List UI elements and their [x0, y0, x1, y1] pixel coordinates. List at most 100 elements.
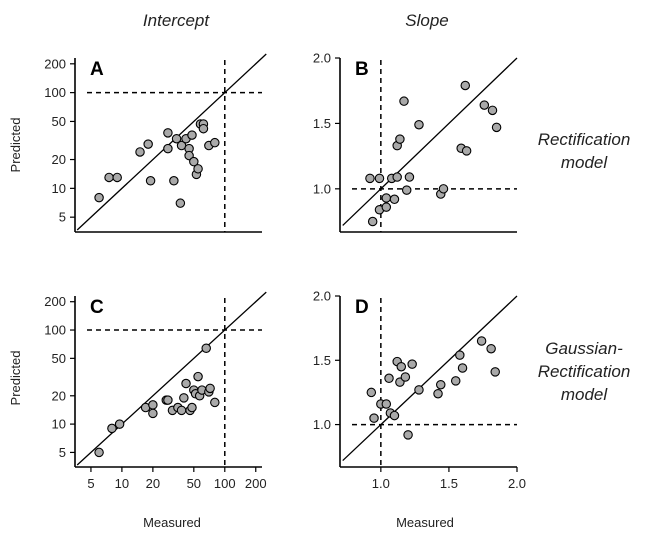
panel-c: 5 10 20 50 100 200 5 10 20 50 100 200 C	[44, 291, 267, 491]
data-point	[414, 119, 424, 130]
data-point	[476, 336, 487, 346]
data-point	[396, 361, 407, 372]
data-point	[198, 123, 209, 134]
row-label-rectification-model: model	[561, 153, 609, 172]
data-point	[436, 379, 446, 390]
data-point	[433, 388, 443, 399]
y-tick-label: 1.0	[313, 417, 331, 432]
x-tick-label: 20	[146, 476, 160, 491]
data-point	[384, 373, 394, 384]
column-title-intercept: Intercept	[143, 11, 210, 30]
y-tick-label: 10	[52, 417, 66, 432]
data-point	[184, 150, 194, 161]
data-point	[210, 397, 220, 408]
data-point	[407, 359, 417, 369]
data-point	[401, 185, 412, 195]
y-tick-label: 200	[44, 56, 66, 71]
x-tick-label: 2.0	[508, 476, 526, 491]
data-point	[169, 176, 179, 186]
x-tick-label: 1.0	[372, 476, 390, 491]
data-point	[94, 192, 104, 203]
data-point	[201, 343, 211, 354]
y-tick-label: 20	[52, 388, 66, 403]
column-title-slope: Slope	[405, 11, 448, 30]
y-tick-label: 1.5	[313, 116, 331, 131]
x-tick-label: 200	[245, 476, 267, 491]
data-point	[460, 80, 471, 91]
data-point	[210, 137, 220, 148]
data-point	[205, 383, 215, 394]
data-point	[381, 202, 392, 212]
data-point	[381, 193, 392, 203]
data-point	[187, 402, 197, 413]
data-point	[163, 143, 173, 154]
data-point	[114, 419, 125, 429]
data-point	[193, 164, 203, 174]
data-point	[187, 130, 197, 140]
data-point	[404, 172, 415, 182]
data-point	[400, 372, 411, 382]
identity-line	[76, 291, 267, 466]
identity-line	[342, 57, 518, 226]
x-tick-label: 50	[187, 476, 201, 491]
panel-a: 5 10 20 50 100 200 A	[44, 53, 267, 233]
y-tick-label: 200	[44, 294, 66, 309]
panel-letter: A	[90, 59, 104, 80]
data-point	[490, 367, 500, 377]
data-point	[135, 147, 145, 157]
data-point	[438, 184, 449, 194]
x-axis-title-right: Measured	[396, 515, 454, 530]
x-tick-label: 10	[115, 476, 129, 491]
data-point	[176, 405, 187, 416]
x-tick-label: 100	[214, 476, 236, 491]
row-label-gaussian-model: model	[561, 385, 609, 404]
data-point	[171, 133, 182, 144]
data-point	[486, 343, 496, 354]
data-point	[487, 105, 498, 116]
panel-d: 1.0 1.5 2.0 1.0 1.5 2.0 D	[313, 289, 526, 492]
y-tick-label: 5	[59, 210, 66, 225]
panel-letter: C	[90, 297, 104, 318]
y-axis-title-bottom: Predicted	[8, 351, 23, 406]
y-tick-label: 100	[44, 85, 66, 100]
y-tick-label: 2.0	[313, 289, 331, 304]
y-tick-label: 10	[52, 181, 66, 196]
data-point	[389, 194, 400, 205]
data-point	[163, 395, 173, 405]
data-point	[112, 172, 122, 183]
data-point	[148, 400, 158, 410]
data-point	[366, 387, 377, 398]
data-point	[374, 173, 385, 184]
data-point	[143, 139, 153, 149]
data-point	[457, 363, 468, 373]
data-point	[381, 399, 392, 409]
x-tick-label: 1.5	[440, 476, 458, 491]
y-tick-label: 50	[52, 114, 66, 129]
data-point	[479, 100, 490, 110]
y-tick-label: 5	[59, 445, 66, 460]
row-label-rectification: Rectification	[538, 130, 631, 149]
y-tick-label: 50	[52, 351, 66, 366]
data-point	[461, 146, 472, 156]
y-tick-label: 1.5	[313, 353, 331, 368]
panel-letter: B	[355, 59, 369, 80]
data-point	[179, 393, 189, 403]
row-label-gaussian: Gaussian-	[545, 339, 623, 358]
data-point	[414, 385, 424, 395]
y-axis-title-top: Predicted	[8, 118, 23, 173]
data-point	[389, 410, 400, 421]
data-point	[163, 128, 173, 138]
data-point	[392, 172, 402, 182]
data-point	[175, 198, 186, 208]
x-tick-label: 5	[87, 476, 94, 491]
y-tick-label: 20	[52, 152, 66, 167]
data-point	[491, 122, 502, 133]
data-point	[369, 413, 379, 423]
data-point	[189, 156, 199, 167]
data-point	[399, 96, 409, 106]
data-point	[367, 216, 378, 227]
x-axis-title-left: Measured	[143, 515, 201, 530]
data-point	[193, 371, 203, 382]
data-point	[107, 423, 117, 434]
